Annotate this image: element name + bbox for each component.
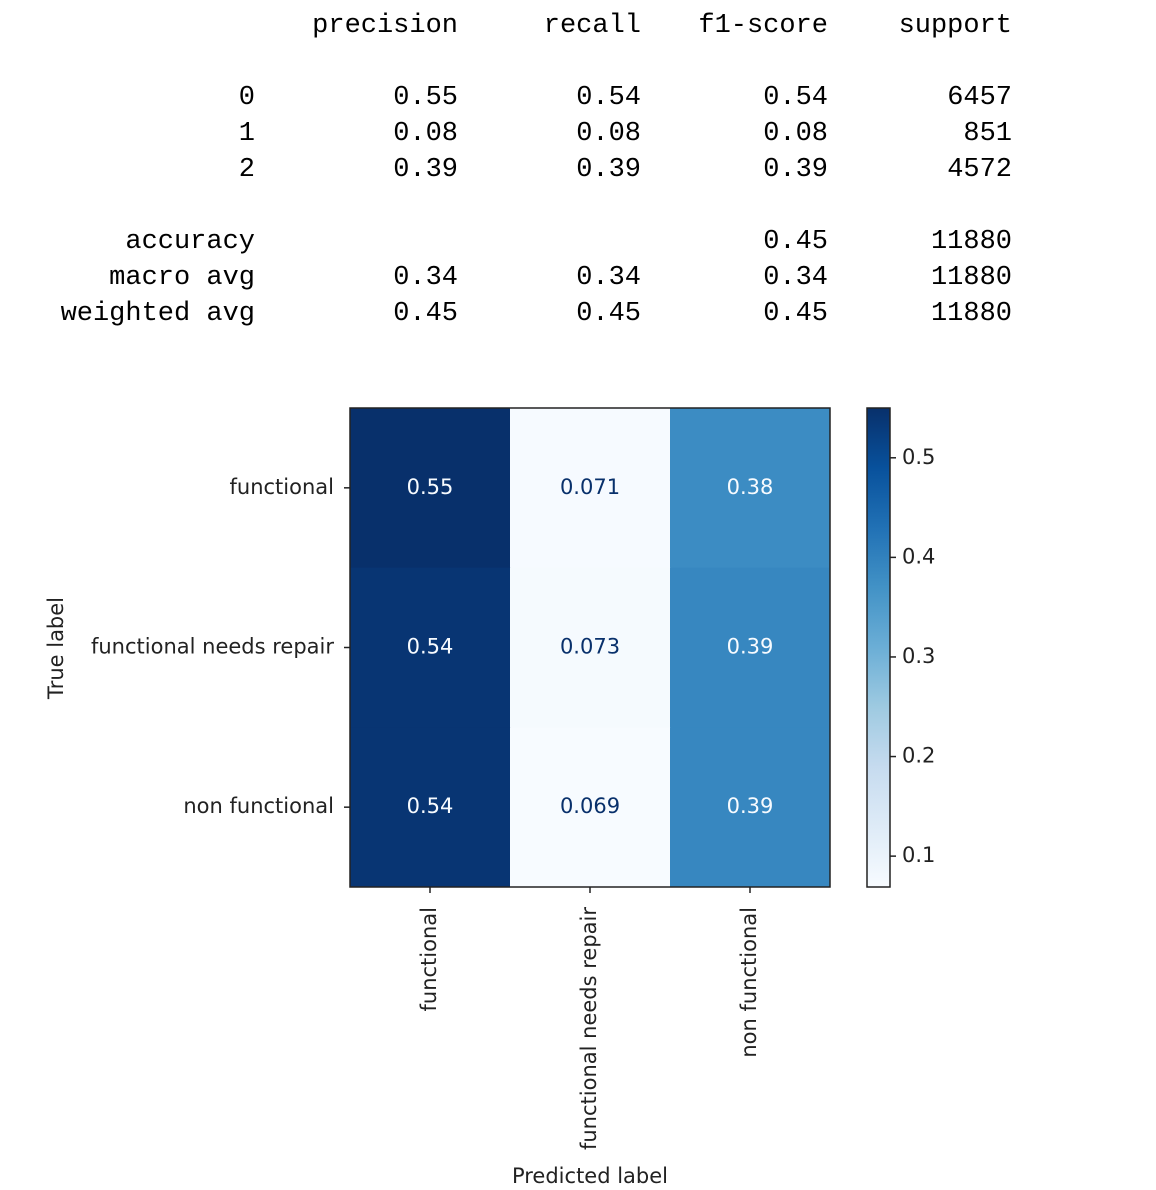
cell-label: 0.39 [727, 635, 774, 659]
report-header: f1-score [698, 11, 828, 41]
colorbar-tick-label: 0.3 [902, 644, 935, 668]
colorbar-tick-label: 0.2 [902, 744, 935, 768]
report-cell: 4572 [947, 155, 1012, 185]
report-cell: 0.39 [763, 155, 828, 185]
cell-label: 0.54 [407, 794, 454, 818]
report-row-label: accuracy [125, 227, 255, 257]
report-row-label: 1 [239, 119, 255, 149]
report-cell: 0.39 [393, 155, 458, 185]
colorbar-tick-label: 0.1 [902, 843, 935, 867]
colorbar [866, 407, 891, 888]
report-cell: 0.08 [763, 119, 828, 149]
report-cell: 0.34 [576, 263, 641, 293]
heatmap-cell [510, 727, 671, 888]
cell-label: 0.069 [560, 794, 620, 818]
cell-label: 0.39 [727, 794, 774, 818]
heatmap-cell [670, 727, 831, 888]
report-cell: 0.45 [763, 299, 828, 329]
heatmap-cell [350, 567, 511, 728]
x-tick-label: non functional [737, 907, 761, 1058]
report-row-label: weighted avg [61, 299, 255, 329]
cell-label: 0.071 [560, 475, 620, 499]
report-cell: 0.34 [393, 263, 458, 293]
report-header: recall [544, 11, 641, 41]
colorbar-tick-label: 0.4 [902, 544, 935, 568]
heatmap-cell [670, 567, 831, 728]
report-cell: 0.08 [393, 119, 458, 149]
heatmap-cell [510, 567, 671, 728]
report-cell: 851 [963, 119, 1012, 149]
report-row-label: macro avg [109, 263, 255, 293]
y-tick-label: non functional [183, 794, 334, 818]
report-cell: 0.39 [576, 155, 641, 185]
report-row-label: 0 [239, 83, 255, 113]
heatmap-cell [350, 727, 511, 888]
heatmap-cell [350, 408, 511, 569]
report-cell: 11880 [931, 299, 1012, 329]
x-axis-label: Predicted label [512, 1164, 668, 1188]
report-cell: 0.45 [393, 299, 458, 329]
cell-label: 0.38 [727, 475, 774, 499]
y-axis-label: True label [44, 597, 68, 700]
report-cell: 0.34 [763, 263, 828, 293]
cell-label: 0.073 [560, 635, 620, 659]
y-tick-label: functional needs repair [91, 635, 334, 659]
report-cell: 0.54 [576, 83, 641, 113]
report-cell: 0.45 [763, 227, 828, 257]
report-header: precision [312, 11, 458, 41]
report-cell: 0.45 [576, 299, 641, 329]
y-tick-label: functional [230, 475, 335, 499]
x-tick-label: functional [417, 907, 441, 1012]
report-cell: 0.55 [393, 83, 458, 113]
report-cell: 11880 [931, 263, 1012, 293]
report-header: support [899, 11, 1012, 41]
colorbar-tick-label: 0.5 [902, 445, 935, 469]
report-cell: 0.54 [763, 83, 828, 113]
x-tick-label: functional needs repair [577, 907, 601, 1150]
cell-label: 0.55 [407, 475, 454, 499]
heatmap-cell [510, 408, 671, 569]
report-cell: 6457 [947, 83, 1012, 113]
report-row-label: 2 [239, 155, 255, 185]
heatmap-cell [670, 408, 831, 569]
cell-label: 0.54 [407, 635, 454, 659]
report-cell: 0.08 [576, 119, 641, 149]
report-cell: 11880 [931, 227, 1012, 257]
